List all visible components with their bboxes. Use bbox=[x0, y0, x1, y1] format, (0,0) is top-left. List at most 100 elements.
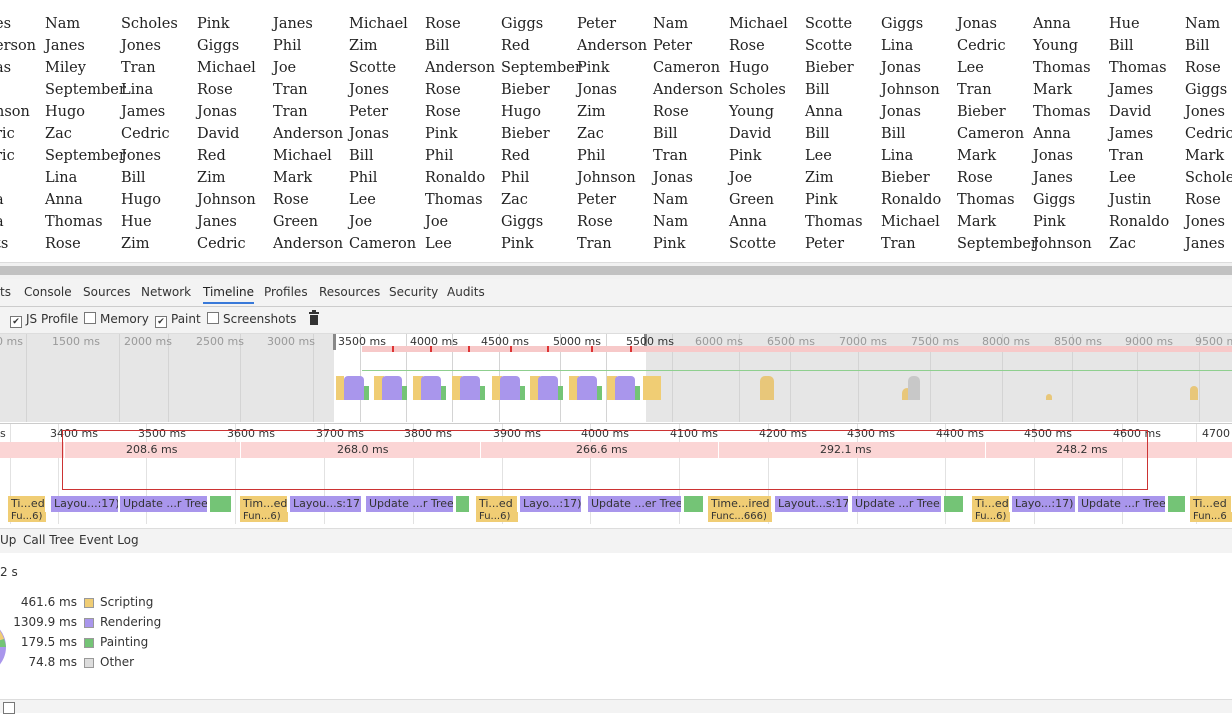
detail-gridline bbox=[502, 424, 503, 524]
timeline-record[interactable]: Layo...:17) bbox=[520, 496, 582, 512]
timeline-record[interactable]: Update ...er Tree bbox=[588, 496, 682, 512]
grid-cell: Hue bbox=[121, 214, 152, 230]
legend-item-other: 74.8 ms Other bbox=[0, 655, 300, 671]
activity-scripting bbox=[643, 376, 661, 400]
timeline-record[interactable] bbox=[944, 496, 964, 512]
grid-cell: Mark bbox=[273, 170, 313, 186]
timeline-record[interactable] bbox=[456, 496, 470, 512]
grid-cell: Scotte bbox=[349, 60, 397, 76]
screenshots-checkbox[interactable]: Screenshots bbox=[207, 312, 296, 326]
timeline-detail-area[interactable]: s 3400 ms 3500 ms 3600 ms 3700 ms 3800 ms 3900… bbox=[0, 423, 1232, 524]
legend-item-rendering: 1309.9 ms Rendering bbox=[0, 615, 300, 631]
grid-cell: Rose bbox=[425, 16, 461, 32]
tab-sources[interactable]: Sources bbox=[83, 285, 131, 299]
page-horizontal-scrollbar[interactable] bbox=[0, 262, 1232, 279]
frames-row bbox=[0, 442, 1232, 458]
grid-cell: Nam bbox=[653, 192, 689, 208]
legend-swatch bbox=[84, 658, 94, 668]
tab-console[interactable]: Console bbox=[24, 285, 72, 299]
grid-cell: Scholes bbox=[729, 82, 786, 98]
tab-ts[interactable]: ts bbox=[0, 285, 11, 299]
timeline-record[interactable]: Ti...ed bbox=[476, 496, 518, 512]
detail-tick-label: s bbox=[0, 427, 6, 440]
frame-marker bbox=[468, 346, 470, 352]
tab-network[interactable]: Network bbox=[141, 285, 192, 299]
timeline-record[interactable]: Tim...ed bbox=[240, 496, 288, 512]
timeline-record[interactable]: Layou...:17) bbox=[51, 496, 119, 512]
details-tab-call-tree[interactable]: Call Tree bbox=[23, 533, 75, 547]
grid-cell: Rose bbox=[425, 82, 461, 98]
grid-cell: Peter bbox=[577, 16, 617, 32]
detail-gridline bbox=[10, 424, 11, 524]
grid-cell: Johnson bbox=[1033, 236, 1092, 252]
summary-panel: 2 s 461.6 ms Scripting 1309.9 ms Rendering 1… bbox=[0, 553, 1232, 699]
timeline-record[interactable]: Update ...r Tree bbox=[120, 496, 208, 512]
timeline-record[interactable]: Layout...s:17) bbox=[775, 496, 849, 512]
timeline-subrecord[interactable]: Fun...6) bbox=[240, 512, 288, 522]
timeline-subrecord[interactable]: Fu...6) bbox=[476, 512, 518, 522]
grid-cell: Lee bbox=[349, 192, 376, 208]
timeline-record[interactable] bbox=[1168, 496, 1186, 512]
grid-cell: David bbox=[729, 126, 772, 142]
tab-timeline[interactable]: Timeline bbox=[203, 285, 255, 304]
overview-tick-label: 2500 ms bbox=[196, 335, 244, 348]
grid-cell: David bbox=[1109, 104, 1152, 120]
grid-cell: Zac bbox=[577, 126, 604, 142]
timeline-record[interactable]: Ti...ed bbox=[1190, 496, 1232, 512]
overview-gridline bbox=[313, 334, 314, 422]
frame-duration-label[interactable]: 248.2 ms bbox=[1056, 443, 1108, 456]
frame-duration-label[interactable]: 266.6 ms bbox=[576, 443, 628, 456]
grid-cell: Joe bbox=[729, 170, 753, 186]
frame-divider bbox=[64, 442, 65, 458]
frame-divider bbox=[985, 442, 986, 458]
timeline-overview[interactable]: 0 ms 1500 ms 2000 ms 2500 ms 3000 ms 3500 ms 4… bbox=[0, 334, 1232, 422]
tab-security[interactable]: Security bbox=[389, 285, 439, 299]
grid-cell: Janes bbox=[1185, 236, 1225, 252]
grid-cell: Jonas bbox=[349, 126, 389, 142]
timeline-record[interactable]: Update ...r Tree bbox=[852, 496, 942, 512]
grid-cell: Giggs bbox=[197, 38, 240, 54]
window-right-handle[interactable] bbox=[644, 334, 647, 350]
details-tab-event-log[interactable]: Event Log bbox=[79, 533, 139, 547]
overview-gridline bbox=[406, 334, 407, 422]
timeline-record[interactable] bbox=[210, 496, 232, 512]
tab-audits[interactable]: Audits bbox=[447, 285, 485, 299]
devtools-tab-bar: ts Console Sources Network Timeline Profiles R… bbox=[0, 279, 1232, 307]
frame-duration-label[interactable]: 208.6 ms bbox=[126, 443, 178, 456]
timeline-record[interactable]: Update ...r Tree bbox=[1078, 496, 1166, 512]
memory-checkbox[interactable]: Memory bbox=[84, 312, 149, 326]
timeline-record[interactable]: Ti...ed bbox=[8, 496, 46, 512]
js-profile-checkbox[interactable]: ✔ JS Profile bbox=[10, 312, 78, 328]
timeline-subrecord[interactable]: Fu...6) bbox=[8, 512, 46, 522]
timeline-record[interactable] bbox=[684, 496, 704, 512]
timeline-subrecord[interactable]: Fun...6 bbox=[1190, 512, 1232, 522]
overview-tick-label: 3500 ms bbox=[338, 335, 386, 348]
tab-resources[interactable]: Resources bbox=[319, 285, 381, 299]
timeline-record[interactable]: Time...ired bbox=[708, 496, 772, 512]
timeline-record[interactable]: Ti...ed bbox=[972, 496, 1010, 512]
overview-gridline bbox=[1072, 334, 1073, 422]
grid-cell: Bill bbox=[425, 38, 450, 54]
grid-cell: nson bbox=[0, 104, 30, 120]
grid-cell: Phil bbox=[577, 148, 606, 164]
frame-duration-label[interactable]: 292.1 ms bbox=[820, 443, 872, 456]
scrollbar-thumb[interactable] bbox=[0, 266, 1232, 275]
timeline-record[interactable]: Layou...s:17) bbox=[290, 496, 362, 512]
timeline-subrecord[interactable]: Fu...6) bbox=[972, 512, 1010, 522]
details-tab-up[interactable]: Up bbox=[0, 533, 17, 547]
overview-tick-label: 0 ms bbox=[0, 335, 23, 348]
paint-checkbox[interactable]: ✔ Paint bbox=[155, 312, 201, 328]
grid-cell: Phil bbox=[501, 170, 530, 186]
bottom-checkbox[interactable] bbox=[3, 702, 19, 716]
activity-rendering bbox=[538, 376, 558, 400]
window-left-handle[interactable] bbox=[333, 334, 336, 350]
timeline-subrecord[interactable]: Func...666) bbox=[708, 512, 772, 522]
frame-duration-label[interactable]: 268.0 ms bbox=[337, 443, 389, 456]
tab-profiles[interactable]: Profiles bbox=[264, 285, 308, 299]
grid-cell: September bbox=[501, 60, 582, 76]
checkbox-icon bbox=[84, 312, 96, 324]
trash-icon[interactable] bbox=[307, 310, 321, 329]
timeline-record[interactable]: Update ...r Tree bbox=[366, 496, 454, 512]
timeline-options-bar: ✔ JS Profile Memory ✔ Paint Screenshots bbox=[0, 307, 1232, 334]
timeline-record[interactable]: Layo...:17) bbox=[1012, 496, 1076, 512]
